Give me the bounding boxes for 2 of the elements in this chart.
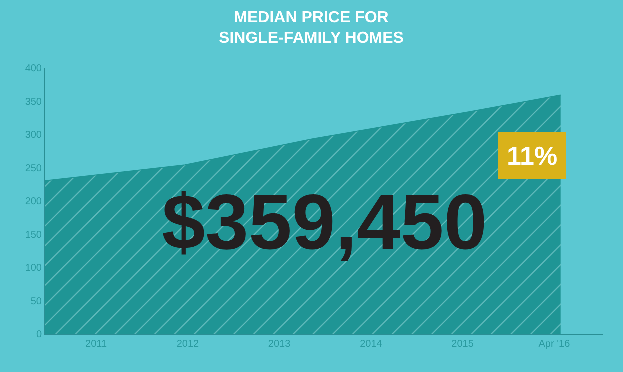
annotation: 11% <box>507 141 558 171</box>
chart-title: MEDIAN PRICE FOR SINGLE-FAMILY HOMES <box>219 9 404 48</box>
